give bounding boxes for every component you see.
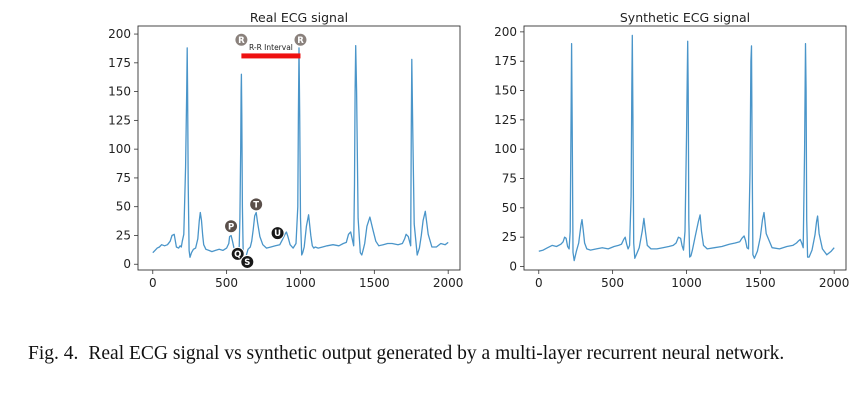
y-tick-label: 150 <box>494 84 517 98</box>
x-tick-label: 1500 <box>745 276 776 290</box>
y-tick-label: 0 <box>509 259 517 273</box>
y-tick-label: 50 <box>502 201 517 215</box>
x-tick-label: 2000 <box>819 276 850 290</box>
y-tick-label: 175 <box>494 54 517 68</box>
rr-interval-annotation: R-R Interval <box>241 43 301 59</box>
x-tick-label: 0 <box>149 276 157 290</box>
marker-circle <box>224 219 239 234</box>
marker-circle <box>270 226 285 241</box>
y-axis: 0 25 50 75 100 125 150 175 200 <box>494 25 524 273</box>
y-tick-label: 200 <box>494 25 517 39</box>
x-tick-label: 2000 <box>433 276 464 290</box>
ecg-figure: Real ECG signal 0 25 50 75 100 125 150 175 200 0… <box>108 10 849 290</box>
y-tick-label: 75 <box>116 171 131 185</box>
wave-marker-q: Q <box>230 246 245 261</box>
y-tick-label: 75 <box>502 172 517 186</box>
wave-marker-r: R <box>234 32 249 47</box>
x-axis: 0 500 1000 1500 2000 <box>149 270 464 290</box>
marker-label: R <box>297 36 304 46</box>
marker-label: R <box>238 36 245 46</box>
chart-title: Synthetic ECG signal <box>620 10 750 25</box>
y-tick-label: 125 <box>494 113 517 127</box>
y-tick-label: 100 <box>494 142 517 156</box>
marker-circle <box>234 32 249 47</box>
wave-markers: R R P T U QS <box>224 32 308 269</box>
wave-marker-r: R <box>293 32 308 47</box>
x-tick-label: 500 <box>601 276 624 290</box>
wave-marker-t: T <box>249 197 264 212</box>
x-tick-label: 1000 <box>285 276 316 290</box>
marker-circle <box>293 32 308 47</box>
x-tick-label: 1500 <box>359 276 390 290</box>
x-axis: 0 500 1000 1500 2000 <box>535 270 850 290</box>
y-tick-label: 100 <box>108 142 131 156</box>
y-tick-label: 200 <box>108 27 131 41</box>
marker-label: U <box>274 229 281 239</box>
figure-label: Fig. 4. <box>28 343 79 364</box>
figure-caption: Fig. 4. Real ECG signal vs synthetic outp… <box>28 342 840 366</box>
y-tick-label: 175 <box>108 56 131 70</box>
marker-circle <box>249 197 264 212</box>
y-tick-label: 0 <box>123 257 131 271</box>
rr-interval-label: R-R Interval <box>249 43 293 52</box>
rr-interval-bar <box>241 53 301 59</box>
plot-frame <box>523 25 847 271</box>
caption-text: Real ECG signal vs synthetic output gene… <box>88 343 785 364</box>
x-tick-label: 1000 <box>671 276 702 290</box>
wave-marker-s: S <box>240 254 255 269</box>
wave-marker-p: P <box>224 219 239 234</box>
x-tick-label: 0 <box>535 276 543 290</box>
x-tick-label: 500 <box>215 276 238 290</box>
y-tick-label: 50 <box>116 200 131 214</box>
chart-title: Real ECG signal <box>250 10 348 25</box>
wave-marker-u: U <box>270 226 285 241</box>
y-tick-label: 25 <box>116 228 131 242</box>
ecg-series-line <box>152 44 449 262</box>
ecg-series-line <box>538 34 835 262</box>
real-ecg-panel: Real ECG signal 0 25 50 75 100 125 150 175 200 0… <box>108 10 463 290</box>
marker-label: T <box>253 200 259 210</box>
marker-label: Q <box>234 250 241 260</box>
marker-circle <box>230 246 245 261</box>
marker-label: P <box>228 222 234 232</box>
marker-circle <box>240 254 255 269</box>
plot-frame <box>137 25 461 271</box>
y-axis: 0 25 50 75 100 125 150 175 200 <box>108 27 138 271</box>
y-tick-label: 125 <box>108 113 131 127</box>
y-tick-label: 25 <box>502 230 517 244</box>
y-tick-label: 150 <box>108 85 131 99</box>
marker-label: S <box>244 258 250 268</box>
synthetic-ecg-panel: Synthetic ECG signal 0 25 50 75 100 125 150 175… <box>494 10 849 290</box>
